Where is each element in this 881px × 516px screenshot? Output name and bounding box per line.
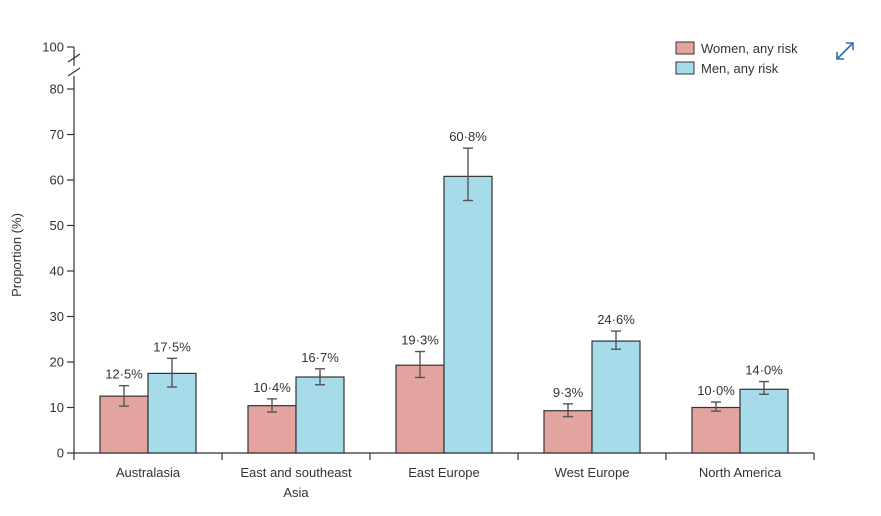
bar (247, 405, 297, 454)
x-category-label: Australasia (116, 465, 181, 480)
legend-label: Men, any risk (701, 61, 779, 76)
y-tick-label: 0 (57, 446, 64, 461)
data-label: 19·3% (401, 333, 439, 348)
axis-break-mark (67, 53, 81, 63)
expand-icon (836, 42, 854, 60)
y-tick-label: 20 (50, 355, 64, 370)
y-tick-label: 30 (50, 309, 64, 324)
data-labels: 12·5% 17·5% 10·4% 16·7% 19·3% 60·8% 9·3% 24·6% 1… (105, 129, 783, 400)
y-tick-label: 80 (50, 82, 64, 97)
data-label: 24·6% (597, 312, 635, 327)
bar (543, 410, 593, 454)
y-tick-label: 70 (50, 127, 64, 142)
data-label: 9·3% (553, 385, 584, 400)
bars (99, 175, 789, 454)
error-bars (119, 147, 769, 418)
x-axis: Australasia East and southeast Asia East Eu… (73, 452, 815, 500)
bar (739, 388, 789, 454)
x-category-label: West Europe (555, 465, 630, 480)
y-axis: 0 10 20 30 40 50 60 70 80 100 (42, 40, 81, 461)
x-category-label: Asia (283, 485, 309, 500)
data-label: 16·7% (301, 350, 339, 365)
axis-break-mark (67, 67, 81, 77)
legend-label: Women, any risk (701, 41, 798, 56)
legend-swatch (675, 61, 695, 75)
data-label: 14·0% (745, 363, 783, 378)
data-label: 17·5% (153, 339, 191, 354)
x-category-label: East Europe (408, 465, 480, 480)
data-label: 10·4% (253, 380, 291, 395)
expand-button[interactable] (832, 38, 858, 64)
y-tick-label: 60 (50, 173, 64, 188)
legend-swatch (675, 41, 695, 55)
y-tick-label: 100 (42, 40, 64, 55)
y-tick-label: 10 (50, 400, 64, 415)
data-label: 12·5% (105, 367, 143, 382)
bar (691, 406, 741, 454)
y-tick-label: 40 (50, 264, 64, 279)
data-label: 60·8% (449, 129, 487, 144)
bar (295, 376, 345, 454)
bar (395, 364, 445, 454)
y-axis-title: Proportion (%) (9, 213, 24, 297)
bar (591, 340, 641, 454)
data-label: 10·0% (697, 383, 735, 398)
bar (443, 175, 493, 454)
y-tick-label: 50 (50, 218, 64, 233)
legend: Women, any risk Men, any risk (675, 41, 798, 76)
x-category-label: East and southeast (240, 465, 352, 480)
x-category-label: North America (699, 465, 782, 480)
